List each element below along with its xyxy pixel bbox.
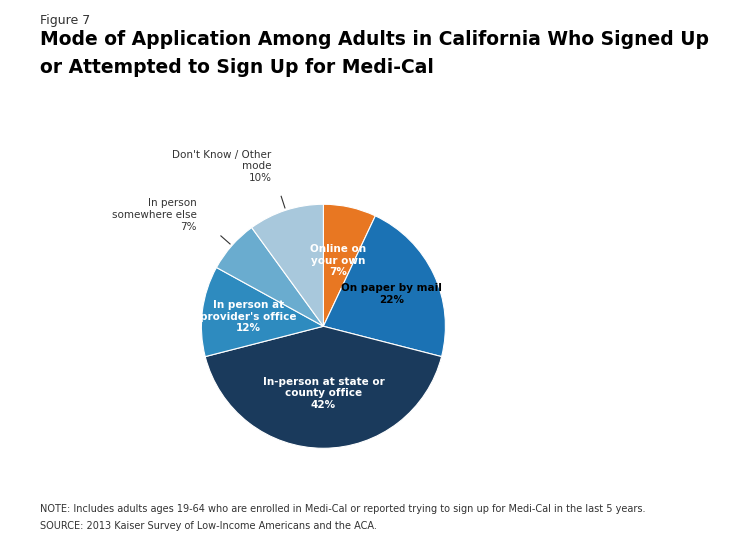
Text: KAISER: KAISER <box>638 505 689 518</box>
Wedge shape <box>201 267 323 356</box>
Text: Mode of Application Among Adults in California Who Signed Up: Mode of Application Among Adults in Cali… <box>40 30 709 49</box>
Text: Don't Know / Other
mode
10%: Don't Know / Other mode 10% <box>172 149 271 183</box>
Wedge shape <box>217 228 323 326</box>
Text: Figure 7: Figure 7 <box>40 14 90 27</box>
Text: Online on
your own
7%: Online on your own 7% <box>310 244 366 277</box>
Text: FAMILY: FAMILY <box>639 516 688 530</box>
Wedge shape <box>323 216 445 356</box>
Wedge shape <box>205 326 442 449</box>
Wedge shape <box>251 204 323 326</box>
Text: SOURCE: 2013 Kaiser Survey of Low-Income Americans and the ACA.: SOURCE: 2013 Kaiser Survey of Low-Income… <box>40 521 377 531</box>
Text: In person
somewhere else
7%: In person somewhere else 7% <box>112 198 197 231</box>
Text: In-person at state or
county office
42%: In-person at state or county office 42% <box>262 377 384 410</box>
Text: or Attempted to Sign Up for Medi-Cal: or Attempted to Sign Up for Medi-Cal <box>40 58 434 77</box>
Text: THE HENRY J.: THE HENRY J. <box>644 498 683 503</box>
Wedge shape <box>323 204 376 326</box>
Text: In person at
provider's office
12%: In person at provider's office 12% <box>200 300 297 333</box>
Text: NOTE: Includes adults ages 19-64 who are enrolled in Medi-Cal or reported trying: NOTE: Includes adults ages 19-64 who are… <box>40 504 646 514</box>
Text: FOUNDATION: FOUNDATION <box>645 532 681 537</box>
Text: On paper by mail
22%: On paper by mail 22% <box>342 283 442 305</box>
